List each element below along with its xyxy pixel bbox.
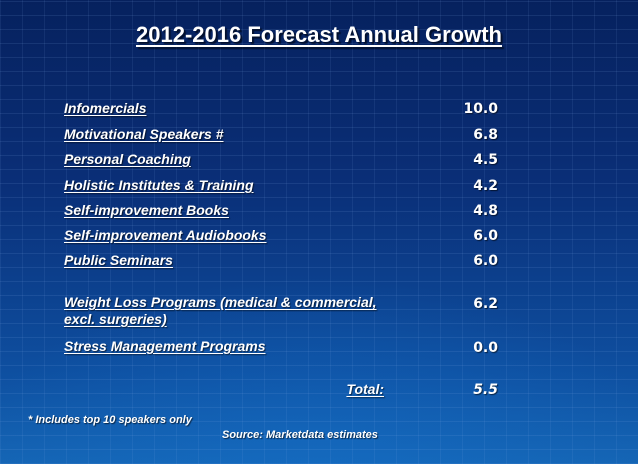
total-label: Total: bbox=[346, 381, 384, 397]
row-value-stress-management: 0.0 bbox=[473, 340, 498, 356]
row-label-holistic-institutes: Holistic Institutes & Training bbox=[64, 177, 254, 193]
row-value-self-improvement-audiobooks: 6.0 bbox=[473, 228, 498, 244]
row-label-infomercials: Infomercials bbox=[64, 100, 147, 116]
row-value-weight-loss-programs: 6.2 bbox=[473, 296, 498, 312]
row-value-personal-coaching: 4.5 bbox=[473, 152, 498, 168]
chart-title: 2012-2016 Forecast Annual Growth bbox=[136, 22, 502, 47]
row-value-holistic-institutes: 4.2 bbox=[473, 178, 498, 194]
row-label-weight-loss-programs: Weight Loss Programs (medical & commerci… bbox=[64, 294, 377, 327]
row-label-personal-coaching: Personal Coaching bbox=[64, 151, 191, 167]
row-value-self-improvement-books: 4.8 bbox=[473, 203, 498, 219]
source-note: Source: Marketdata estimates bbox=[222, 429, 378, 441]
row-label-self-improvement-audiobooks: Self-improvement Audiobooks bbox=[64, 227, 267, 243]
row-label-stress-management: Stress Management Programs bbox=[64, 338, 266, 354]
total-value: 5.5 bbox=[473, 382, 498, 398]
row-label-motivational-speakers: Motivational Speakers # bbox=[64, 126, 224, 142]
row-label-self-improvement-books: Self-improvement Books bbox=[64, 202, 229, 218]
row-value-infomercials: 10.0 bbox=[463, 101, 498, 117]
footnote: * Includes top 10 speakers only bbox=[28, 414, 192, 426]
row-label-public-seminars: Public Seminars bbox=[64, 252, 173, 268]
row-value-public-seminars: 6.0 bbox=[473, 253, 498, 269]
row-value-motivational-speakers: 6.8 bbox=[473, 127, 498, 143]
